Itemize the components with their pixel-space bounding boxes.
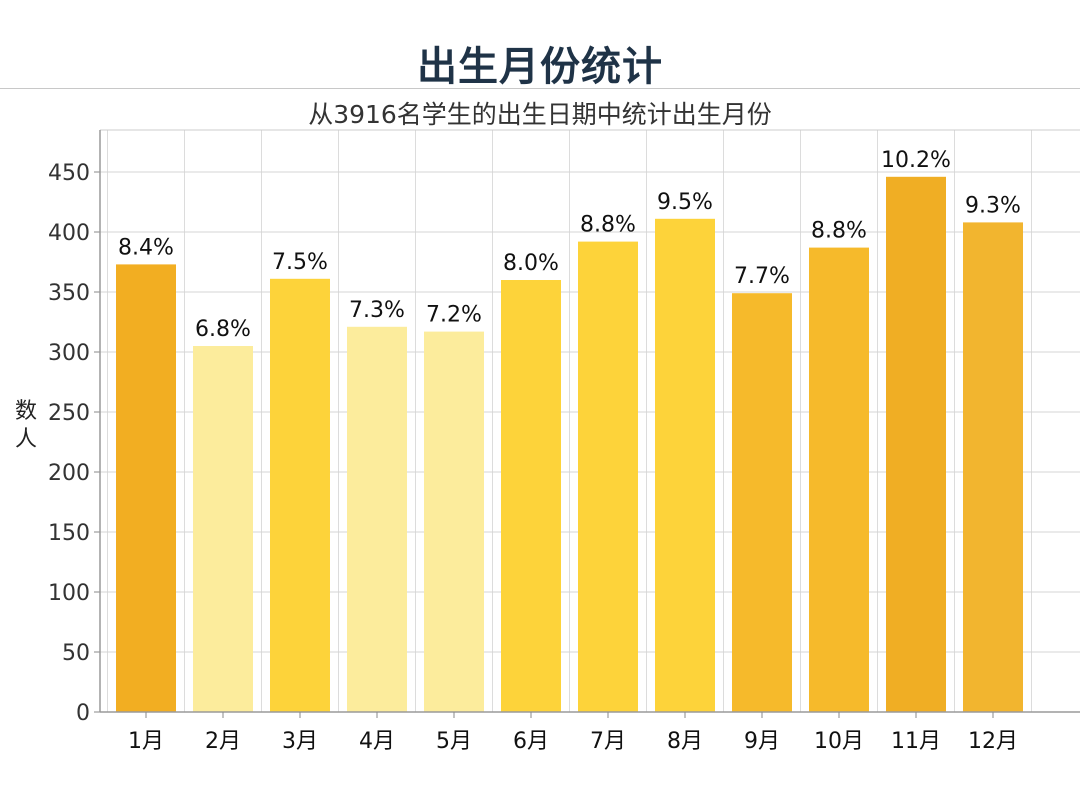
bar-5 [424,331,484,712]
data-label: 8.4% [118,235,174,260]
title-divider [0,88,1080,89]
bar-4 [347,326,407,712]
bar-6 [501,280,561,712]
y-tick-label: 150 [48,521,90,546]
bar-10 [809,247,869,712]
chart-title: 出生月份统计 [417,44,663,90]
y-tick-label: 300 [48,341,90,366]
data-label: 8.8% [811,219,867,244]
data-label: 7.7% [734,264,790,289]
data-label: 10.2% [881,148,951,173]
x-tick-label: 1月 [128,729,164,754]
bar-layer [116,176,1023,713]
x-tick-label: 10月 [814,729,864,754]
bar-8 [655,218,715,713]
data-label: 7.3% [349,298,405,323]
data-label: 7.2% [426,303,482,328]
axis-layer: 0 50 100 150 200 250 300 350 400 450 [48,129,1080,726]
data-label: 9.5% [657,190,713,215]
bar-3 [270,278,330,712]
data-label: 8.0% [503,251,559,276]
x-tick-label: 6月 [513,729,549,754]
label-layer: 1月 8.4% 2月 6.8% 3月 7.5% 4月 7.3% 5月 7.2% 6月 8.0% 7月 8.… [118,148,1021,754]
bar-2 [193,346,253,712]
y-tick-label: 50 [62,641,90,666]
x-tick-label: 3月 [282,729,318,754]
x-tick-label: 11月 [891,729,941,754]
bar-7 [578,241,638,712]
y-axis-label: 数人 [14,399,37,452]
y-tick-label: 400 [48,221,90,246]
x-tick-label: 4月 [359,729,395,754]
x-tick-label: 2月 [205,729,241,754]
data-label: 9.3% [965,193,1021,218]
data-label: 7.5% [272,250,328,275]
data-label: 6.8% [195,317,251,342]
bar-11 [886,176,946,713]
y-tick-label: 450 [48,161,90,186]
data-label: 8.8% [580,213,636,238]
y-tick-label: 0 [76,701,90,726]
chart-subtitle: 从3916名学生的出生日期中统计出生月份 [308,100,772,129]
x-tick-label: 12月 [968,729,1018,754]
x-tick-label: 8月 [667,729,703,754]
bar-9 [732,293,792,712]
y-tick-label: 200 [48,461,90,486]
x-tick-label: 5月 [436,729,472,754]
x-tick-label: 9月 [744,729,780,754]
bar-12 [963,222,1023,712]
y-tick-label: 100 [48,581,90,606]
y-tick-label: 350 [48,281,90,306]
bar-1 [116,264,176,712]
y-tick-label: 250 [48,401,90,426]
x-tick-label: 7月 [590,729,626,754]
